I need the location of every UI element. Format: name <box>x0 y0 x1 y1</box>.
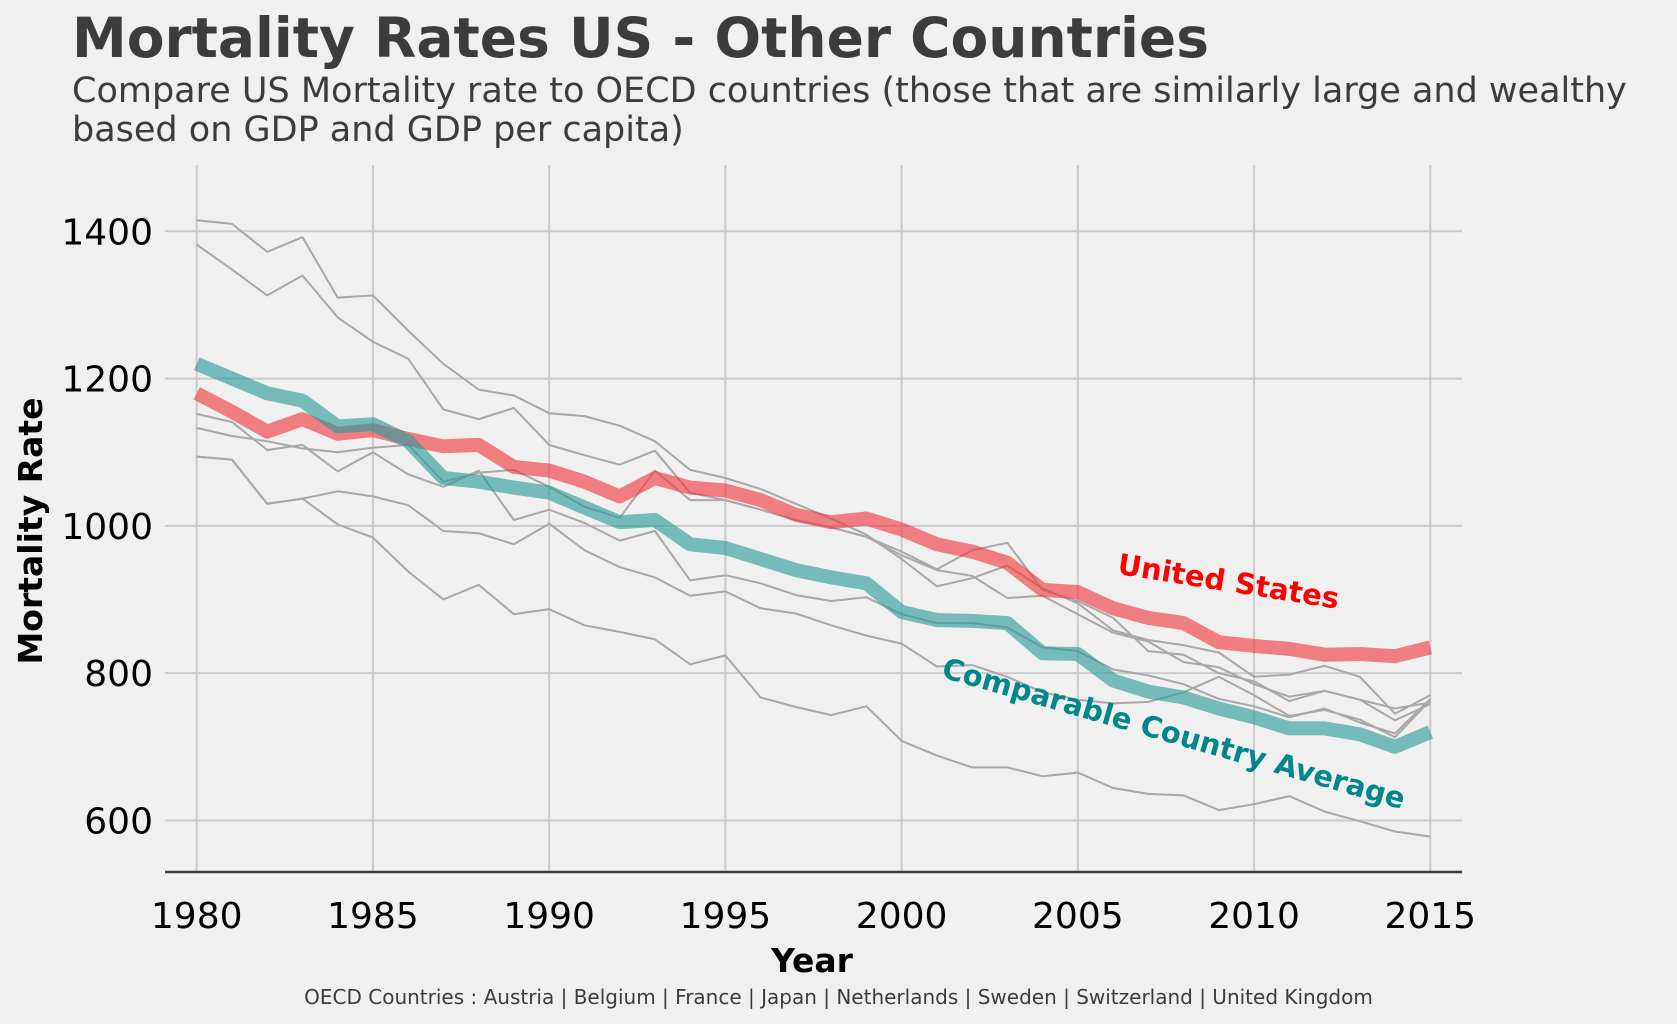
source-note: OECD Countries : Austria | Belgium | Fra… <box>304 985 1373 1009</box>
country-series-group <box>196 219 1432 838</box>
country-series-line <box>196 412 1431 735</box>
us-annotation: United States <box>1116 547 1342 616</box>
country-series-line <box>196 455 1431 838</box>
x-tick-labels: 1980 1985 1990 1995 2000 2005 2010 2015 <box>151 896 1476 937</box>
highlight-series-group <box>193 357 1433 754</box>
x-tick-label: 2015 <box>1384 896 1476 937</box>
x-tick-label: 2000 <box>856 896 948 937</box>
x-axis-label: Year <box>770 941 854 980</box>
x-tick-label: 1990 <box>503 896 595 937</box>
x-tick-label: 1995 <box>680 896 772 937</box>
y-tick-label: 1200 <box>61 360 153 401</box>
country-series-line <box>196 219 1431 715</box>
y-tick-label: 1400 <box>61 212 153 253</box>
y-axis-label: Mortality Rate <box>11 397 50 664</box>
chart-subtitle: Compare US Mortality rate to OECD countr… <box>72 71 1627 150</box>
x-tick-label: 1980 <box>151 896 243 937</box>
country-series-line <box>196 455 1432 739</box>
grid-lines <box>165 165 1462 872</box>
y-tick-labels: 600 800 1000 1200 1400 <box>61 212 153 842</box>
x-tick-label: 2010 <box>1208 896 1300 937</box>
x-tick-label: 2005 <box>1032 896 1124 937</box>
y-tick-label: 1000 <box>61 507 153 548</box>
x-tick-label: 1985 <box>327 896 419 937</box>
average-series-line <box>193 357 1433 754</box>
y-tick-label: 800 <box>84 654 153 695</box>
y-tick-label: 600 <box>84 801 153 842</box>
chart-title: Mortality Rates US - Other Countries <box>72 6 1209 70</box>
